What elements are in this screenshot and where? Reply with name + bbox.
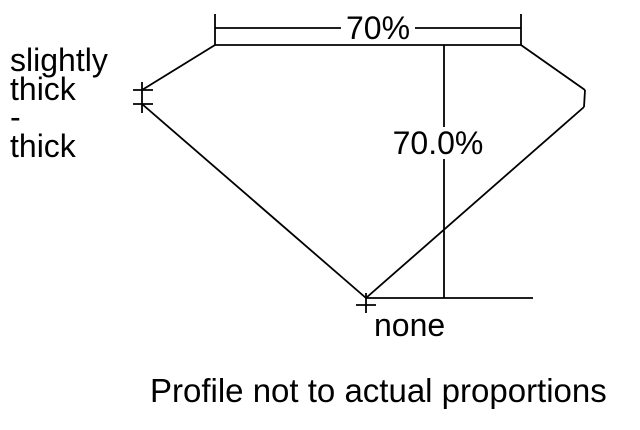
pavilion-right-line bbox=[365, 106, 585, 299]
girdle-thickness-line-3: - bbox=[10, 99, 21, 135]
crown-left-line bbox=[141, 44, 216, 91]
table-width-percentage-label: 70% bbox=[340, 12, 416, 44]
proportions-disclaimer-caption: Profile not to actual proportions bbox=[150, 372, 607, 409]
pavilion-left-line bbox=[141, 103, 367, 299]
girdle-right-edge bbox=[583, 89, 586, 108]
crown-right-line bbox=[520, 44, 586, 91]
girdle-thickness-line-4: thick bbox=[10, 127, 76, 164]
depth-percentage-label: 70.0% bbox=[387, 127, 489, 159]
girdle-thickness-line-2: thick bbox=[10, 70, 76, 107]
girdle-thickness-line-1: slightly bbox=[10, 42, 108, 78]
culet-label: none bbox=[374, 307, 446, 343]
girdle-thickness-label: slightly thick - thick bbox=[10, 42, 108, 164]
